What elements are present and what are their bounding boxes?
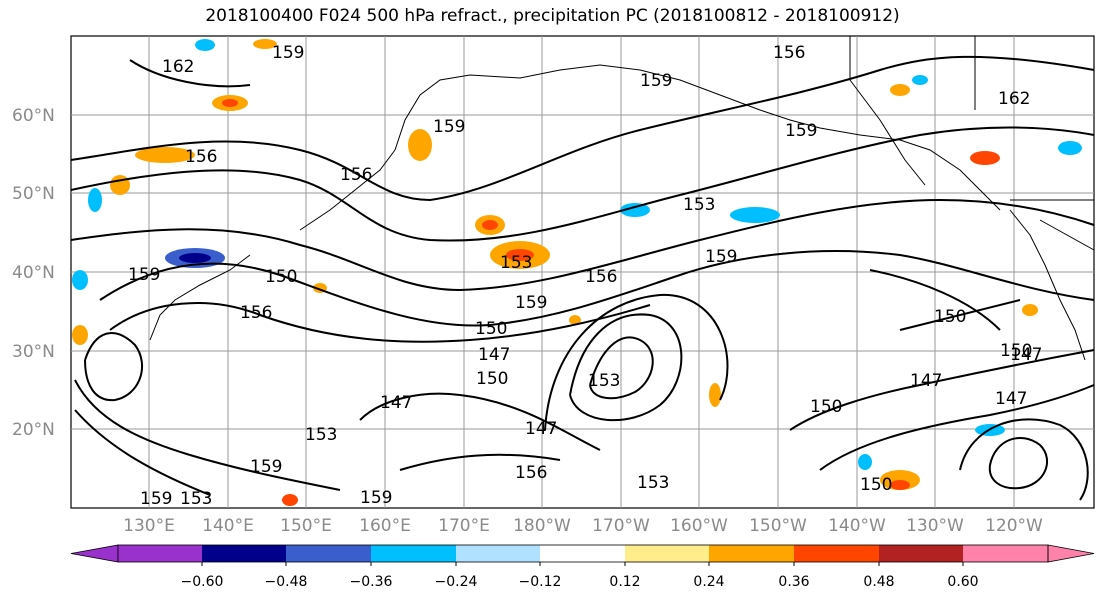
colorbar-tick-label: 0.60	[947, 574, 978, 590]
lon-label: 120°W	[985, 516, 1043, 536]
contour-label: 150	[934, 307, 966, 327]
colorbar-segment	[625, 545, 709, 562]
colorbar-tick-label: 0.12	[609, 574, 640, 590]
colorbar-segment	[118, 545, 202, 562]
contour-label: 150	[810, 397, 842, 417]
lon-label: 160°W	[670, 516, 728, 536]
lon-label: 140°W	[828, 516, 886, 536]
colorbar-segment	[286, 545, 371, 562]
colorbar-tick-label: −0.36	[350, 574, 393, 590]
contour-label: 156	[185, 147, 217, 167]
contour-labels: 159 162 156 159 162 159 156 156 159 153 …	[128, 43, 1042, 509]
contour-lines	[70, 55, 1095, 501]
colorbar-tick-label: −0.48	[265, 574, 308, 590]
colorbar-segment	[879, 545, 963, 562]
contour-label: 159	[272, 43, 304, 63]
lon-label: 170°W	[592, 516, 650, 536]
contour-label: 159	[140, 489, 172, 509]
contour-label: 147	[1010, 345, 1042, 365]
latitude-labels: 60°N 50°N 40°N 30°N 20°N	[12, 106, 55, 440]
lat-label: 60°N	[12, 106, 55, 126]
lon-label: 180°W	[513, 516, 571, 536]
contour-label: 156	[515, 463, 547, 483]
coastlines	[149, 36, 1095, 361]
lon-label: 170°E	[438, 516, 490, 536]
colorbar-outline	[117, 544, 1049, 563]
colorbar-tick-label: −0.24	[435, 574, 478, 590]
contour-label: 147	[525, 419, 557, 439]
chart-title: 2018100400 F024 500 hPa refract., precip…	[205, 6, 900, 26]
contour-label: 153	[305, 425, 337, 445]
lat-label: 30°N	[12, 342, 55, 362]
colorbar-segment	[540, 545, 625, 562]
contour-label: 147	[995, 389, 1027, 409]
contour-label: 153	[180, 489, 212, 509]
colorbar-extend-high	[1047, 544, 1095, 563]
contour-label: 153	[500, 253, 532, 273]
colorbar-segment	[371, 545, 456, 562]
lon-label: 130°W	[906, 516, 964, 536]
contour-label: 159	[785, 121, 817, 141]
contour-label: 162	[162, 57, 194, 77]
contour-label: 156	[773, 43, 805, 63]
contour-label: 153	[637, 473, 669, 493]
colorbar-segment	[963, 545, 1048, 562]
lat-label: 40°N	[12, 263, 55, 283]
colorbar-segment	[456, 545, 540, 562]
lat-label: 20°N	[12, 420, 55, 440]
contour-label: 159	[640, 71, 672, 91]
contour-label: 159	[250, 457, 282, 477]
lon-label: 150°W	[749, 516, 807, 536]
colorbar	[70, 544, 1095, 566]
graticule	[71, 36, 1094, 508]
colorbar-tick-labels: −0.60 −0.48 −0.36 −0.24 −0.12 0.12 0.24 …	[181, 574, 979, 590]
contour-label: 159	[705, 247, 737, 267]
colorbar-tick-label: 0.36	[778, 574, 809, 590]
lon-label: 130°E	[123, 516, 175, 536]
colorbar-segment	[794, 545, 879, 562]
contour-label: 159	[515, 293, 547, 313]
contour-label: 162	[998, 89, 1030, 109]
contour-label: 150	[475, 319, 507, 339]
lat-label: 50°N	[12, 184, 55, 204]
colorbar-segment	[709, 545, 794, 562]
contour-label: 150	[1000, 341, 1032, 361]
colorbar-extend-low	[70, 544, 119, 563]
contour-label: 147	[478, 345, 510, 365]
colorbar-tick-label: 0.48	[863, 574, 894, 590]
contour-label: 156	[240, 303, 272, 323]
contour-label: 156	[340, 165, 372, 185]
contour-label: 150	[860, 475, 892, 495]
contour-label: 159	[360, 488, 392, 508]
contour-label: 150	[476, 369, 508, 389]
contour-label: 159	[433, 117, 465, 137]
contour-label: 153	[588, 371, 620, 391]
colorbar-segment	[202, 545, 286, 562]
colorbar-tick-label: 0.24	[693, 574, 724, 590]
lon-label: 140°E	[202, 516, 254, 536]
colorbar-tick-label: −0.60	[181, 574, 224, 590]
contour-label: 156	[585, 267, 617, 287]
lon-label: 150°E	[280, 516, 332, 536]
lon-label: 160°E	[359, 516, 411, 536]
contour-label: 150	[265, 267, 297, 287]
contour-label: 159	[128, 265, 160, 285]
contour-label: 147	[380, 393, 412, 413]
longitude-labels: 130°E 140°E 150°E 160°E 170°E 180°W 170°…	[123, 516, 1043, 536]
colorbar-tick-label: −0.12	[519, 574, 562, 590]
contour-label: 147	[910, 371, 942, 391]
contour-label: 153	[683, 195, 715, 215]
